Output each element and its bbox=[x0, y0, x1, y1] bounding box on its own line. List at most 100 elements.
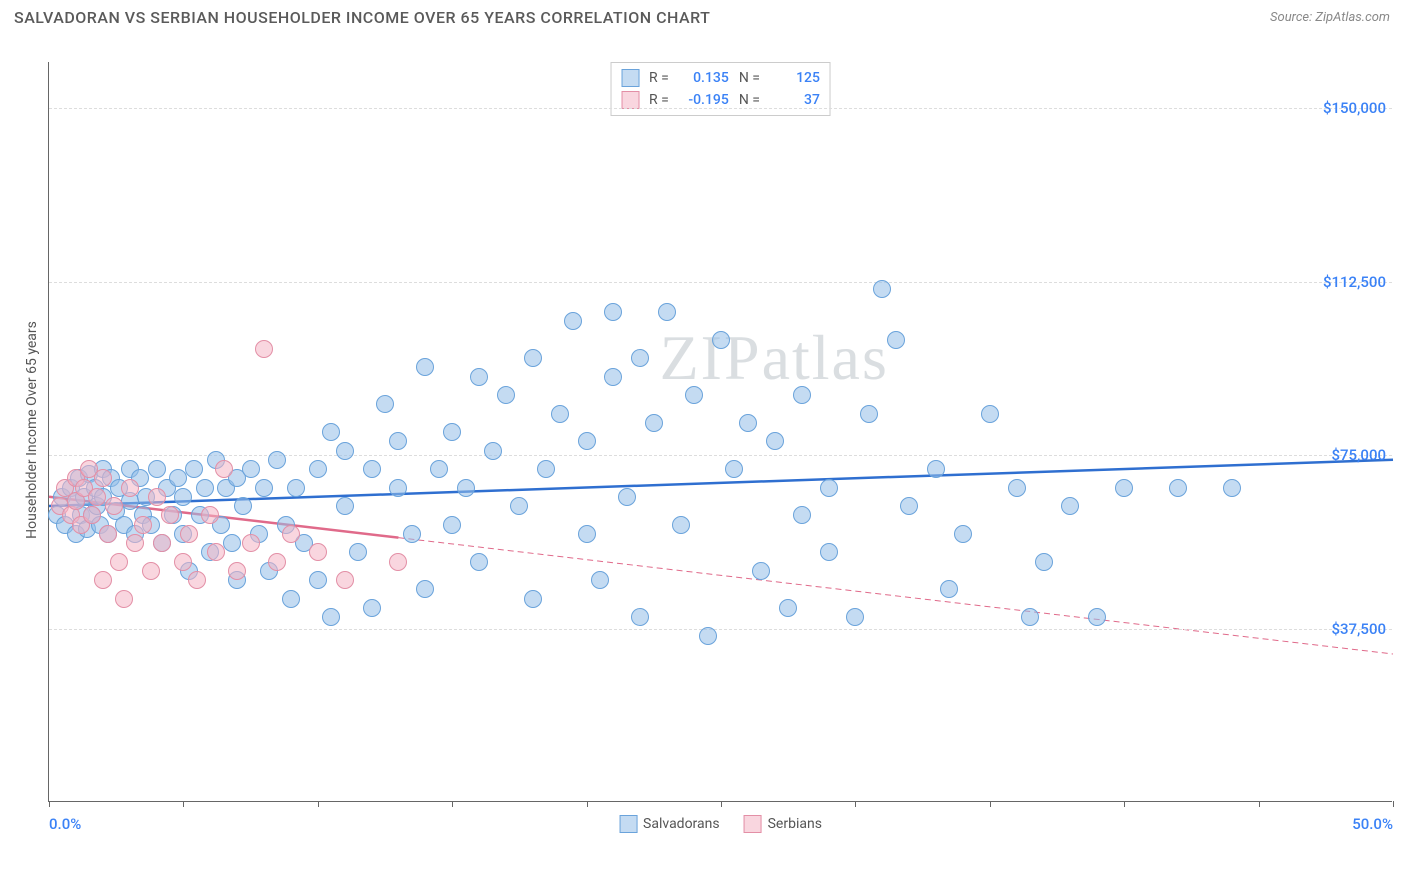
data-point-serbians bbox=[174, 553, 192, 571]
data-point-serbians bbox=[309, 543, 327, 561]
data-point-serbians bbox=[105, 497, 123, 515]
data-point-salvadorans bbox=[873, 280, 891, 298]
n-value-salvadorans: 125 bbox=[770, 70, 820, 86]
data-point-salvadorans bbox=[287, 479, 305, 497]
data-point-salvadorans bbox=[537, 460, 555, 478]
x-tick-label: 0.0% bbox=[49, 815, 81, 833]
data-point-serbians bbox=[110, 553, 128, 571]
gridline bbox=[49, 455, 1392, 456]
data-point-salvadorans bbox=[591, 571, 609, 589]
data-point-salvadorans bbox=[443, 516, 461, 534]
gridline bbox=[49, 108, 1392, 109]
data-point-salvadorans bbox=[658, 303, 676, 321]
data-point-serbians bbox=[180, 525, 198, 543]
data-point-salvadorans bbox=[1088, 608, 1106, 626]
gridline bbox=[49, 629, 1392, 630]
data-point-salvadorans bbox=[766, 432, 784, 450]
chart-area: ZIPatlas R = 0.135 N = 125 R = -0.195 N … bbox=[48, 62, 1392, 802]
data-point-salvadorans bbox=[846, 608, 864, 626]
data-point-salvadorans bbox=[282, 590, 300, 608]
data-point-salvadorans bbox=[631, 608, 649, 626]
swatch-salvadorans-icon bbox=[619, 815, 637, 833]
data-point-serbians bbox=[142, 562, 160, 580]
swatch-serbians-icon bbox=[744, 815, 762, 833]
legend-label-serbians: Serbians bbox=[768, 816, 822, 832]
stats-row-salvadorans: R = 0.135 N = 125 bbox=[621, 67, 820, 89]
x-tick bbox=[318, 801, 319, 807]
data-point-salvadorans bbox=[510, 497, 528, 515]
data-point-serbians bbox=[148, 488, 166, 506]
gridline bbox=[49, 282, 1392, 283]
data-point-salvadorans bbox=[1169, 479, 1187, 497]
r-label: R = bbox=[649, 92, 669, 108]
data-point-salvadorans bbox=[927, 460, 945, 478]
x-tick bbox=[990, 801, 991, 807]
data-point-salvadorans bbox=[443, 423, 461, 441]
trend-extrapolation-serbians bbox=[398, 538, 1393, 654]
data-point-salvadorans bbox=[389, 432, 407, 450]
series-legend: Salvadorans Serbians bbox=[619, 815, 822, 833]
y-axis-label: Householder Income Over 65 years bbox=[24, 321, 40, 539]
data-point-salvadorans bbox=[578, 525, 596, 543]
data-point-serbians bbox=[228, 562, 246, 580]
data-point-salvadorans bbox=[336, 497, 354, 515]
data-point-salvadorans bbox=[712, 331, 730, 349]
data-point-salvadorans bbox=[430, 460, 448, 478]
n-label: N = bbox=[739, 70, 760, 86]
x-tick bbox=[1393, 801, 1394, 807]
data-point-serbians bbox=[207, 543, 225, 561]
data-point-salvadorans bbox=[954, 525, 972, 543]
x-tick bbox=[1259, 801, 1260, 807]
data-point-serbians bbox=[153, 534, 171, 552]
data-point-salvadorans bbox=[604, 368, 622, 386]
data-point-salvadorans bbox=[416, 580, 434, 598]
y-tick-label: $75,000 bbox=[1331, 446, 1386, 464]
source-label: Source: ZipAtlas.com bbox=[1270, 10, 1390, 25]
data-point-serbians bbox=[115, 590, 133, 608]
data-point-serbians bbox=[134, 516, 152, 534]
data-point-serbians bbox=[282, 525, 300, 543]
data-point-salvadorans bbox=[524, 590, 542, 608]
data-point-salvadorans bbox=[223, 534, 241, 552]
x-tick bbox=[452, 801, 453, 807]
data-point-salvadorans bbox=[564, 312, 582, 330]
data-point-salvadorans bbox=[820, 543, 838, 561]
data-point-salvadorans bbox=[631, 349, 649, 367]
data-point-salvadorans bbox=[578, 432, 596, 450]
data-point-salvadorans bbox=[1035, 553, 1053, 571]
data-point-salvadorans bbox=[1008, 479, 1026, 497]
data-point-salvadorans bbox=[524, 349, 542, 367]
data-point-salvadorans bbox=[389, 479, 407, 497]
data-point-salvadorans bbox=[779, 599, 797, 617]
data-point-serbians bbox=[88, 488, 106, 506]
data-point-serbians bbox=[83, 506, 101, 524]
chart-title: SALVADORAN VS SERBIAN HOUSEHOLDER INCOME… bbox=[14, 8, 710, 27]
x-tick bbox=[49, 801, 50, 807]
data-point-salvadorans bbox=[242, 460, 260, 478]
data-point-salvadorans bbox=[349, 543, 367, 561]
swatch-salvadorans bbox=[621, 69, 639, 87]
data-point-salvadorans bbox=[1061, 497, 1079, 515]
data-point-serbians bbox=[268, 553, 286, 571]
x-tick-label: 50.0% bbox=[1352, 815, 1393, 833]
data-point-salvadorans bbox=[725, 460, 743, 478]
data-point-salvadorans bbox=[497, 386, 515, 404]
x-tick bbox=[855, 801, 856, 807]
data-point-salvadorans bbox=[196, 479, 214, 497]
data-point-salvadorans bbox=[900, 497, 918, 515]
data-point-serbians bbox=[336, 571, 354, 589]
n-label: N = bbox=[739, 92, 760, 108]
data-point-salvadorans bbox=[309, 571, 327, 589]
data-point-salvadorans bbox=[363, 599, 381, 617]
data-point-salvadorans bbox=[699, 627, 717, 645]
data-point-salvadorans bbox=[685, 386, 703, 404]
data-point-salvadorans bbox=[752, 562, 770, 580]
data-point-salvadorans bbox=[470, 368, 488, 386]
trend-lines-layer bbox=[49, 62, 1392, 801]
data-point-salvadorans bbox=[322, 423, 340, 441]
data-point-serbians bbox=[94, 571, 112, 589]
legend-label-salvadorans: Salvadorans bbox=[643, 816, 720, 832]
data-point-salvadorans bbox=[363, 460, 381, 478]
data-point-serbians bbox=[255, 340, 273, 358]
data-point-salvadorans bbox=[940, 580, 958, 598]
